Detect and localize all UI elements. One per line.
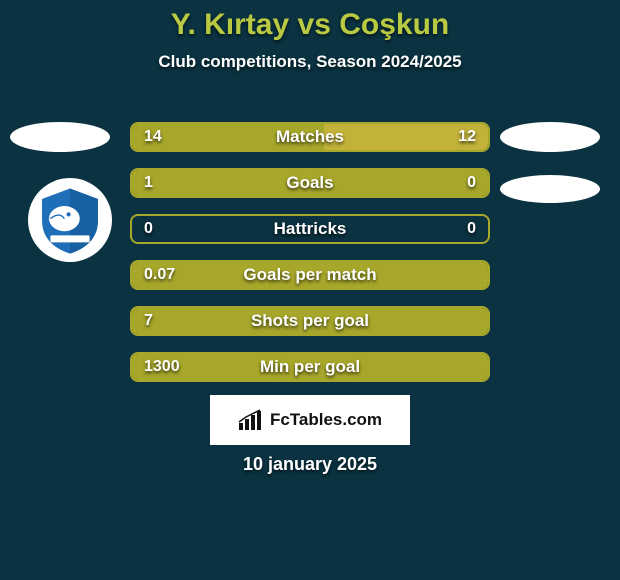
player-left-avatar — [10, 122, 110, 152]
bar-left — [132, 354, 488, 380]
bar-left — [132, 124, 324, 150]
club-left-badge — [28, 178, 112, 262]
brand-chart-icon — [238, 409, 264, 431]
subtitle: Club competitions, Season 2024/2025 — [0, 52, 620, 72]
stat-row: 1300 Min per goal — [130, 352, 490, 382]
date-line: 10 january 2025 — [0, 454, 620, 475]
stat-value-right: 0 — [467, 216, 476, 242]
stat-value-left: 0 — [144, 216, 153, 242]
stat-row: 14 Matches 12 — [130, 122, 490, 152]
brand-badge: FcTables.com — [210, 395, 410, 445]
bar-left — [132, 262, 488, 288]
player-right-avatar — [500, 122, 600, 152]
bar-left — [132, 308, 488, 334]
page-title: Y. Kırtay vs Coşkun — [0, 8, 620, 42]
brand-text: FcTables.com — [270, 410, 382, 430]
stat-row: 0.07 Goals per match — [130, 260, 490, 290]
stat-row: 7 Shots per goal — [130, 306, 490, 336]
bar-left — [132, 170, 488, 196]
club-right-badge — [500, 175, 600, 203]
club-logo-icon — [35, 185, 105, 255]
stat-row: 1 Goals 0 — [130, 168, 490, 198]
comparison-infographic: Y. Kırtay vs Coşkun Club competitions, S… — [0, 0, 620, 580]
stat-label: Hattricks — [132, 216, 488, 242]
bar-right — [324, 124, 488, 150]
stats-bars: 14 Matches 12 1 Goals 0 0 Hattricks 0 0.… — [130, 122, 490, 398]
stat-row: 0 Hattricks 0 — [130, 214, 490, 244]
